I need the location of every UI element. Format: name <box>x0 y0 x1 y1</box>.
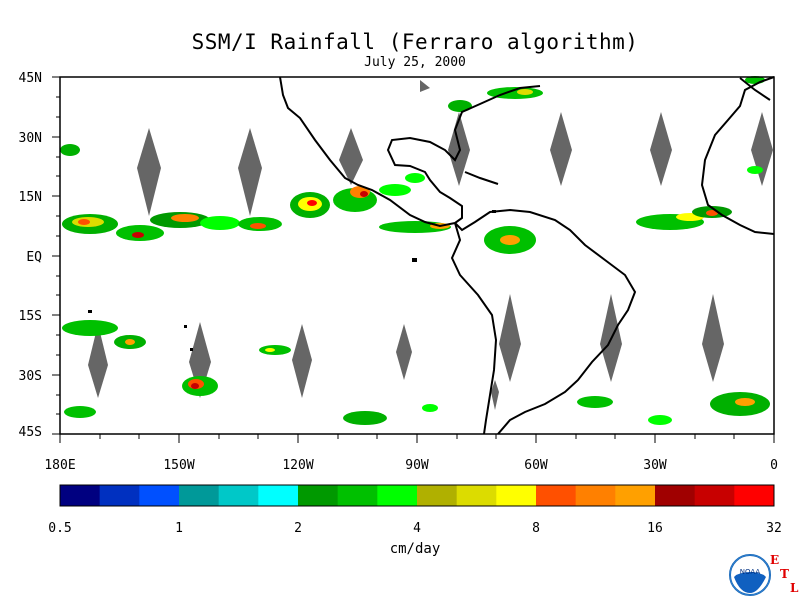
colorbar-swatch <box>218 485 259 506</box>
island <box>492 210 496 213</box>
noaa-logo-icon: NOAA <box>729 554 771 596</box>
coast-europe <box>739 77 771 101</box>
data-gap <box>292 324 312 398</box>
colorbar-swatch <box>60 485 101 506</box>
data-gap <box>396 324 412 380</box>
colorbar-swatch <box>179 485 220 506</box>
colorbar <box>60 485 775 506</box>
island <box>412 258 417 262</box>
colorbar-swatch <box>337 485 378 506</box>
lon-label: 60W <box>524 458 548 473</box>
island <box>184 325 187 328</box>
colorbar-tick-label: 2 <box>294 521 302 536</box>
data-gap <box>88 324 108 398</box>
coast-caribbean <box>464 171 499 185</box>
lon-ticks <box>59 434 775 443</box>
colorbar-swatch <box>298 485 339 506</box>
lon-label: 90W <box>405 458 429 473</box>
lat-label: 30N <box>19 131 42 146</box>
lon-label: 0 <box>770 458 778 473</box>
data-gap <box>499 294 521 382</box>
lat-label: 30S <box>19 369 42 384</box>
coastlines <box>279 76 775 435</box>
etl-letter: L <box>790 581 799 595</box>
coast-gulf <box>386 85 541 224</box>
lat-label: 15N <box>19 190 42 205</box>
data-gap <box>137 128 161 216</box>
noaa-etl-logo: NOAA E T L <box>728 553 800 597</box>
data-gap <box>550 112 572 186</box>
colorbar-swatch <box>139 485 180 506</box>
colorbar-swatch <box>99 485 140 506</box>
colorbar-tick-label: 16 <box>647 521 663 536</box>
colorbar-units: cm/day <box>389 541 441 557</box>
lat-label: 45S <box>19 425 42 440</box>
colorbar-swatch <box>456 485 497 506</box>
etl-letter: E <box>770 553 780 567</box>
lat-label: 45N <box>19 71 42 86</box>
data-gap <box>702 294 724 382</box>
colorbar-swatch <box>258 485 299 506</box>
coast-na-west <box>279 76 456 228</box>
islands <box>88 210 496 351</box>
colorbar-tick-label: 8 <box>532 521 540 536</box>
rainfall-itcz-pacific <box>62 184 451 241</box>
etl-letter: T <box>780 567 789 581</box>
lon-label: 150W <box>163 458 194 473</box>
colorbar-swatch <box>377 485 418 506</box>
coast-sa-west <box>450 222 498 435</box>
colorbar-tick-label: 0.5 <box>48 521 72 536</box>
coast-sa-east <box>454 208 637 435</box>
data-gap <box>238 128 262 216</box>
lat-label: 15S <box>19 309 42 324</box>
colorbar-swatch <box>417 485 458 506</box>
colorbar-swatch <box>655 485 696 506</box>
island <box>190 348 193 351</box>
map-title: SSM/I Rainfall (Ferraro algorithm) <box>191 30 639 54</box>
island <box>88 310 92 313</box>
colorbar-swatch <box>496 485 537 506</box>
colorbar-swatch <box>694 485 735 506</box>
colorbar-frame <box>59 484 775 507</box>
colorbar-tick-label: 32 <box>766 521 782 536</box>
colorbar-swatch <box>734 485 775 506</box>
plot-area <box>60 77 774 434</box>
lon-label: 180E <box>44 458 75 473</box>
colorbar-swatch <box>615 485 656 506</box>
map-date: July 25, 2000 <box>364 55 466 70</box>
rainfall-south <box>60 144 770 425</box>
data-gap <box>650 112 672 186</box>
coast-africa <box>700 76 775 235</box>
colorbar-swatch <box>575 485 616 506</box>
data-gap <box>491 380 499 410</box>
data-gap <box>420 80 430 92</box>
lat-ticks <box>52 76 60 435</box>
colorbar-swatch <box>536 485 577 506</box>
lon-label: 30W <box>643 458 667 473</box>
colorbar-tick-label: 4 <box>413 521 421 536</box>
colorbar-tick-label: 1 <box>175 521 183 536</box>
data-gap <box>339 128 363 185</box>
noaa-logo-text: NOAA <box>740 568 761 576</box>
lon-label: 120W <box>282 458 313 473</box>
lat-label: EQ <box>26 250 42 265</box>
